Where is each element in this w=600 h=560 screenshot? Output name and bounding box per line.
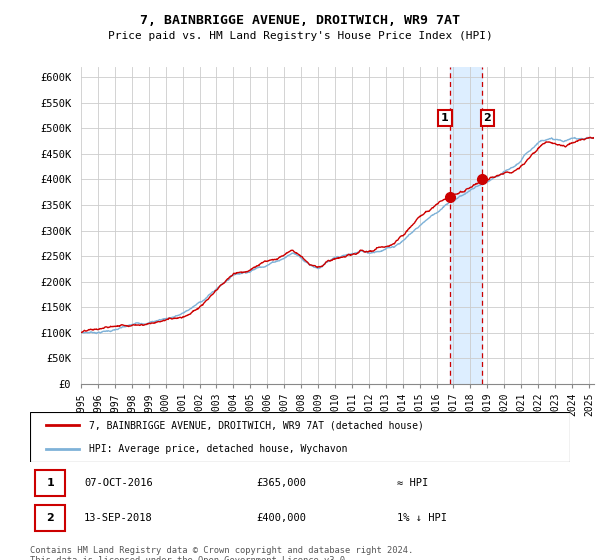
Text: £400,000: £400,000	[257, 513, 307, 523]
Text: 2: 2	[484, 113, 491, 123]
Text: 1% ↓ HPI: 1% ↓ HPI	[397, 513, 447, 523]
Text: Price paid vs. HM Land Registry's House Price Index (HPI): Price paid vs. HM Land Registry's House …	[107, 31, 493, 41]
Text: HPI: Average price, detached house, Wychavon: HPI: Average price, detached house, Wych…	[89, 445, 348, 454]
Text: 1: 1	[441, 113, 449, 123]
FancyBboxPatch shape	[35, 470, 65, 496]
Text: Contains HM Land Registry data © Crown copyright and database right 2024.
This d: Contains HM Land Registry data © Crown c…	[30, 546, 413, 560]
Text: 7, BAINBRIGGE AVENUE, DROITWICH, WR9 7AT: 7, BAINBRIGGE AVENUE, DROITWICH, WR9 7AT	[140, 14, 460, 27]
FancyBboxPatch shape	[35, 505, 65, 531]
Text: 7, BAINBRIGGE AVENUE, DROITWICH, WR9 7AT (detached house): 7, BAINBRIGGE AVENUE, DROITWICH, WR9 7AT…	[89, 420, 424, 430]
Text: ≈ HPI: ≈ HPI	[397, 478, 428, 488]
Text: 13-SEP-2018: 13-SEP-2018	[84, 513, 153, 523]
Bar	[450, 67, 482, 384]
Text: 07-OCT-2016: 07-OCT-2016	[84, 478, 153, 488]
Text: 2: 2	[46, 513, 54, 523]
Text: £365,000: £365,000	[257, 478, 307, 488]
Text: 1: 1	[46, 478, 54, 488]
